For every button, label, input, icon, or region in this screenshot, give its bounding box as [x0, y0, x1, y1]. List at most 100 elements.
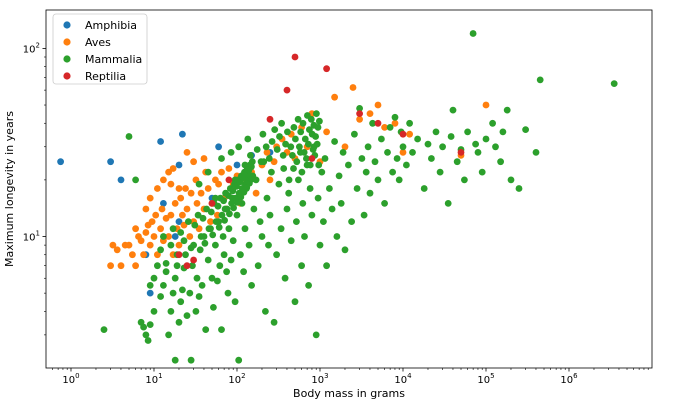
x-tick-label: 102	[228, 372, 245, 386]
data-point	[218, 168, 225, 176]
x-tick-label: 104	[394, 372, 412, 386]
data-point	[177, 229, 185, 236]
data-point	[282, 140, 289, 148]
data-point	[406, 119, 413, 127]
data-point	[507, 176, 515, 184]
data-point	[265, 241, 272, 249]
data-point	[146, 194, 154, 202]
data-point	[175, 241, 183, 249]
data-point	[349, 84, 357, 91]
data-point	[207, 208, 215, 216]
data-point	[278, 119, 285, 127]
data-point	[301, 233, 308, 240]
data-point	[235, 143, 243, 151]
data-point	[291, 298, 299, 306]
data-point	[285, 176, 293, 184]
data-point	[474, 149, 482, 156]
data-point	[227, 149, 235, 156]
data-point	[248, 175, 256, 183]
data-point	[259, 130, 267, 138]
data-point	[499, 128, 507, 136]
data-point	[132, 176, 140, 184]
data-point	[323, 128, 330, 136]
data-point	[290, 165, 297, 172]
data-point	[432, 128, 440, 136]
data-point	[100, 326, 108, 333]
data-point	[177, 194, 185, 202]
data-point	[226, 210, 233, 218]
data-point	[154, 262, 161, 270]
data-point	[312, 133, 319, 140]
data-point	[137, 237, 145, 245]
data-point	[240, 268, 248, 276]
data-point	[266, 115, 274, 123]
data-point	[464, 128, 471, 136]
data-point	[233, 161, 241, 169]
data-point	[179, 130, 186, 138]
data-point	[303, 155, 310, 162]
data-point	[250, 205, 258, 213]
data-point	[154, 185, 161, 192]
data-point	[146, 289, 154, 297]
data-point	[218, 155, 225, 162]
data-point	[489, 119, 496, 127]
data-point	[142, 205, 150, 213]
data-point	[195, 180, 203, 188]
data-point	[237, 251, 244, 259]
data-point	[231, 298, 239, 306]
legend-label: Reptilia	[85, 70, 126, 83]
data-point	[262, 143, 270, 151]
data-point	[318, 168, 326, 176]
data-point	[266, 211, 274, 219]
data-point	[420, 185, 428, 192]
data-point	[195, 293, 203, 300]
data-point	[293, 218, 300, 226]
data-point	[298, 262, 305, 270]
data-point	[157, 293, 165, 300]
data-point	[227, 256, 235, 264]
data-point	[245, 241, 253, 249]
y-axis-label: Maximum longevity in years	[3, 111, 16, 267]
data-point	[150, 308, 158, 315]
data-point	[223, 268, 231, 276]
data-point	[248, 282, 256, 289]
data-point	[362, 168, 370, 176]
data-point	[158, 205, 166, 213]
data-point	[356, 110, 363, 117]
data-point	[307, 115, 315, 123]
data-point	[326, 185, 333, 192]
data-point	[378, 135, 385, 143]
data-point	[215, 223, 223, 231]
x-tick-label: 106	[560, 372, 578, 386]
data-point	[320, 218, 327, 226]
data-point	[306, 161, 314, 169]
data-point	[146, 321, 154, 328]
data-point	[201, 239, 209, 247]
data-point	[381, 124, 388, 131]
data-point	[129, 251, 136, 259]
data-point	[381, 200, 388, 207]
data-point	[305, 282, 312, 289]
data-point	[208, 200, 216, 207]
data-point	[276, 133, 283, 140]
data-point	[125, 133, 133, 140]
data-point	[292, 135, 299, 143]
data-point	[193, 200, 201, 207]
data-point	[200, 155, 208, 162]
data-point	[140, 251, 148, 259]
data-point	[315, 161, 323, 169]
data-point	[295, 176, 302, 184]
data-point	[314, 124, 322, 131]
data-point	[301, 135, 309, 143]
data-point	[532, 149, 540, 156]
data-point	[209, 231, 217, 239]
data-point	[187, 244, 195, 252]
legend: Amphibia Aves Mammalia Reptilia	[52, 13, 148, 85]
legend-item: Aves	[63, 36, 111, 49]
data-point	[314, 194, 322, 202]
data-point	[273, 251, 280, 259]
data-point	[341, 143, 349, 151]
data-point	[444, 200, 452, 207]
data-point	[536, 76, 544, 84]
